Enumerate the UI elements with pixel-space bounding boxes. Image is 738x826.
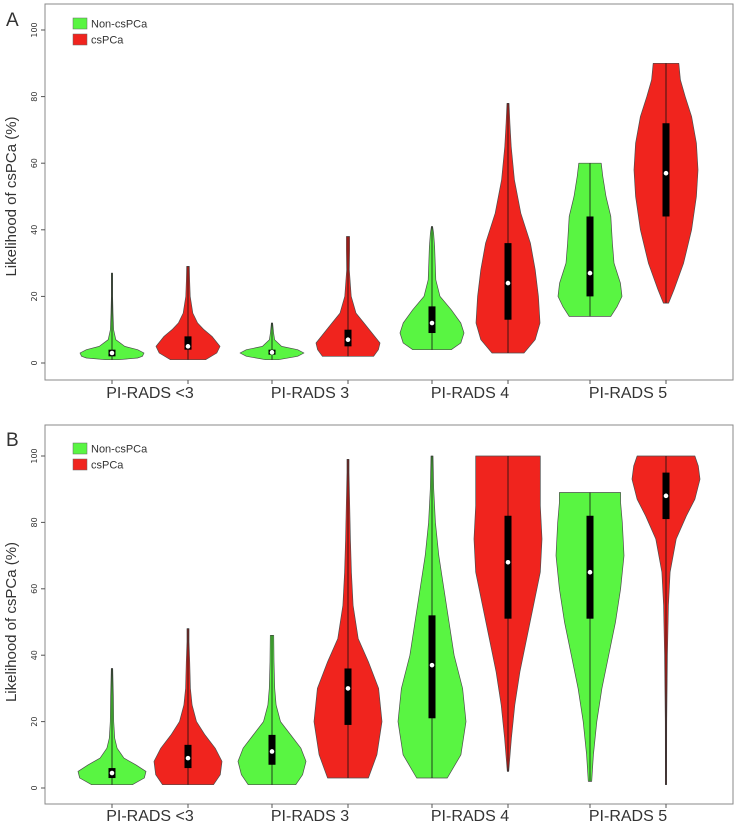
panel-label: B	[6, 430, 19, 451]
violin-median-dot	[587, 569, 593, 575]
y-tick-label: 80	[30, 517, 39, 527]
x-category-label: PI-RADS 4	[431, 385, 509, 402]
violin-median-dot	[663, 170, 669, 176]
legend-label: Non-csPCa	[91, 444, 148, 456]
x-category-label: PI-RADS 5	[589, 808, 667, 825]
violin-median-dot	[269, 749, 275, 754]
y-tick-label: 20	[30, 717, 39, 727]
panel-label: A	[6, 10, 19, 31]
violin-iqr-box	[504, 515, 512, 619]
y-tick-label: 60	[30, 584, 39, 594]
y-tick-label: 20	[30, 291, 39, 301]
y-tick-label: 60	[30, 158, 39, 168]
violin-iqr-box	[344, 668, 352, 725]
violin-median-dot	[109, 350, 115, 356]
violin-median-dot	[505, 280, 511, 286]
legend-label: csPCa	[91, 35, 124, 47]
x-category-label: PI-RADS 4	[431, 808, 509, 825]
legend-swatch	[72, 442, 88, 455]
y-axis-label: Likelihood of csPCa (%)	[3, 116, 20, 276]
violin-iqr-box	[184, 336, 192, 350]
x-category-label: PI-RADS 3	[271, 385, 349, 402]
violin-median-dot	[429, 662, 435, 668]
y-tick-label: 100	[30, 22, 39, 37]
violin-iqr-box	[586, 515, 594, 619]
violin-iqr-box	[428, 306, 436, 334]
x-category-label: PI-RADS <3	[106, 385, 194, 402]
violin-iqr-box	[586, 216, 594, 297]
legend-swatch	[72, 33, 88, 46]
violin-median-dot	[429, 320, 435, 326]
legend: Non-csPCa csPCa	[72, 442, 148, 472]
violin-median-dot	[185, 344, 191, 349]
violin-median-dot	[345, 337, 351, 342]
y-tick-label: 0	[30, 785, 39, 790]
violin-median-dot	[269, 350, 275, 355]
legend-label: csPCa	[91, 460, 124, 472]
y-tick-label: 80	[30, 92, 39, 102]
plot-frame	[44, 424, 734, 805]
violin-median-dot	[587, 270, 593, 276]
violin-median-dot	[185, 755, 191, 761]
violin-median-dot	[345, 686, 351, 691]
legend-swatch	[72, 458, 88, 471]
violin-median-dot	[109, 770, 115, 776]
y-axis-label: Likelihood of csPCa (%)	[3, 542, 20, 702]
violin-median-dot	[505, 559, 511, 565]
x-category-label: PI-RADS 3	[271, 808, 349, 825]
y-tick-label: 40	[30, 650, 39, 660]
panel-a: A 0 20 40 60 80 100 Likelihood of csPCa (%) PI-R…	[3, 3, 734, 402]
y-tick-label: 0	[30, 360, 39, 365]
plot-frame	[44, 3, 734, 381]
y-tick-label: 100	[30, 448, 39, 463]
x-category-label: PI-RADS <3	[106, 808, 194, 825]
panel-b: B 0 20 40 60 80 100 Likelihood of csPCa (%) PI-R…	[3, 424, 734, 825]
violin-iqr-box	[662, 123, 670, 217]
legend-swatch	[72, 17, 88, 30]
legend: Non-csPCa csPCa	[72, 17, 148, 47]
legend-label: Non-csPCa	[91, 19, 148, 31]
x-category-label: PI-RADS 5	[589, 385, 667, 402]
y-tick-label: 40	[30, 225, 39, 235]
violin-median-dot	[663, 493, 669, 499]
